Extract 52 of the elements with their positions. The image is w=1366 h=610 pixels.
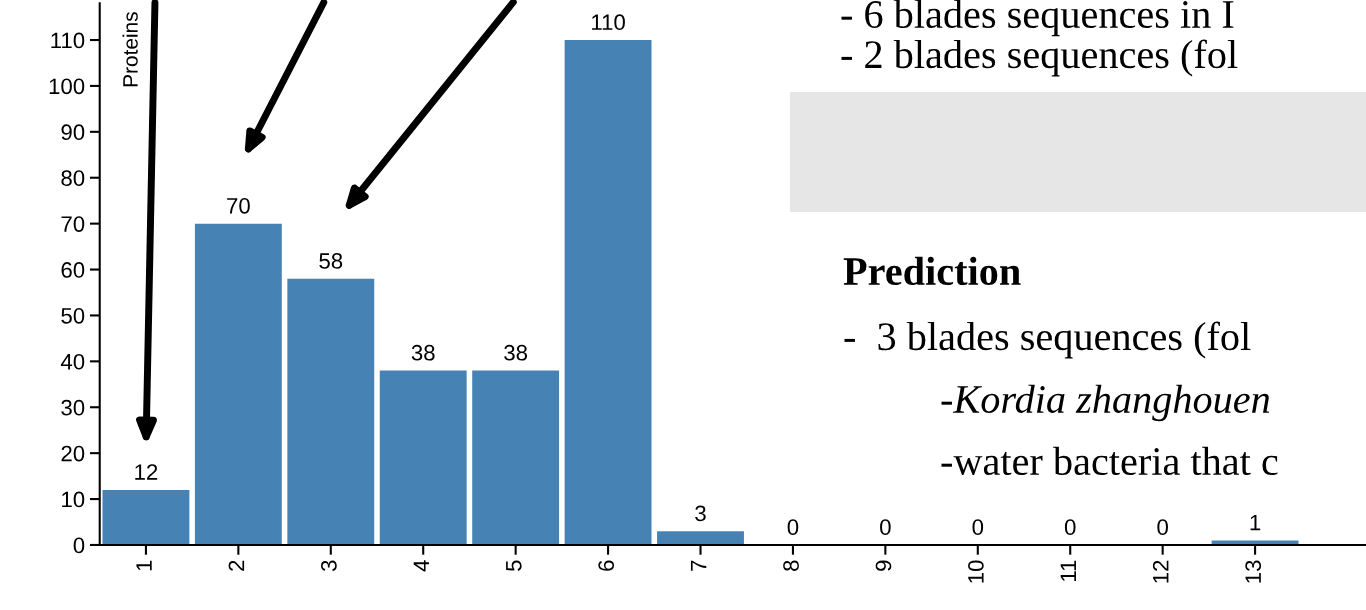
- x-tick-label: 2: [228, 560, 245, 571]
- annotation: - 6 blades sequences in I: [841, 0, 1234, 37]
- y-tick-label: 30: [61, 399, 85, 416]
- data-label: 70: [227, 197, 250, 214]
- bar: [287, 278, 375, 545]
- bar: [102, 489, 190, 545]
- x-tick-label: 10: [968, 560, 984, 583]
- y-tick-label: 50: [61, 307, 85, 324]
- annotation: -Kordia zhanghouen: [941, 384, 1270, 422]
- data-label: 0: [880, 519, 891, 536]
- bar: [472, 370, 560, 545]
- bar: [194, 223, 282, 545]
- x-tick-label: 4: [413, 560, 429, 572]
- x-tick-label: 5: [506, 560, 522, 572]
- x-tick-label: 1: [136, 560, 152, 571]
- y-tick-label: 100: [49, 78, 85, 95]
- data-label: 12: [135, 464, 158, 480]
- data-label: 38: [504, 344, 528, 361]
- x-tick-label: 7: [690, 560, 707, 571]
- y-tick-label: 20: [61, 445, 85, 462]
- x-tick-label: 11: [1060, 560, 1076, 581]
- data-label: 3: [695, 505, 706, 522]
- x-tick-label: 9: [875, 560, 892, 571]
- bar: [564, 40, 652, 545]
- y-tick-label: 0: [73, 537, 85, 554]
- data-label: 0: [1064, 519, 1076, 536]
- data-label: 1: [1250, 514, 1261, 531]
- annotation: Prediction: [843, 256, 1021, 286]
- data-label: 58: [319, 253, 343, 269]
- y-tick-label: 10: [62, 491, 85, 508]
- annotation: - 3 blades sequences (fol: [844, 321, 1251, 359]
- bar: [657, 531, 744, 545]
- data-label: 0: [787, 519, 799, 536]
- y-axis-title: Proteins: [122, 12, 138, 87]
- y-tick-label: 90: [61, 124, 85, 141]
- y-tick-label: 110: [51, 32, 85, 49]
- data-label: 110: [592, 14, 625, 31]
- y-tick-label: 60: [61, 262, 85, 278]
- annotation: - 2 blades sequences (fol: [841, 39, 1238, 77]
- y-tick-label: 40: [60, 353, 85, 370]
- x-tick-label: 13: [1245, 560, 1262, 583]
- data-label: 0: [1157, 519, 1168, 536]
- annotation: -water bacteria that c: [941, 446, 1278, 476]
- x-tick-label: 12: [1152, 560, 1169, 583]
- data-label: 38: [411, 344, 435, 361]
- y-tick-label: 80: [61, 170, 85, 186]
- y-tick-label: 70: [61, 216, 85, 232]
- x-tick-label: 6: [598, 560, 615, 571]
- bar: [379, 370, 467, 545]
- x-tick-label: 8: [783, 560, 799, 571]
- x-tick-label: 3: [321, 560, 337, 572]
- data-label: 0: [972, 519, 984, 536]
